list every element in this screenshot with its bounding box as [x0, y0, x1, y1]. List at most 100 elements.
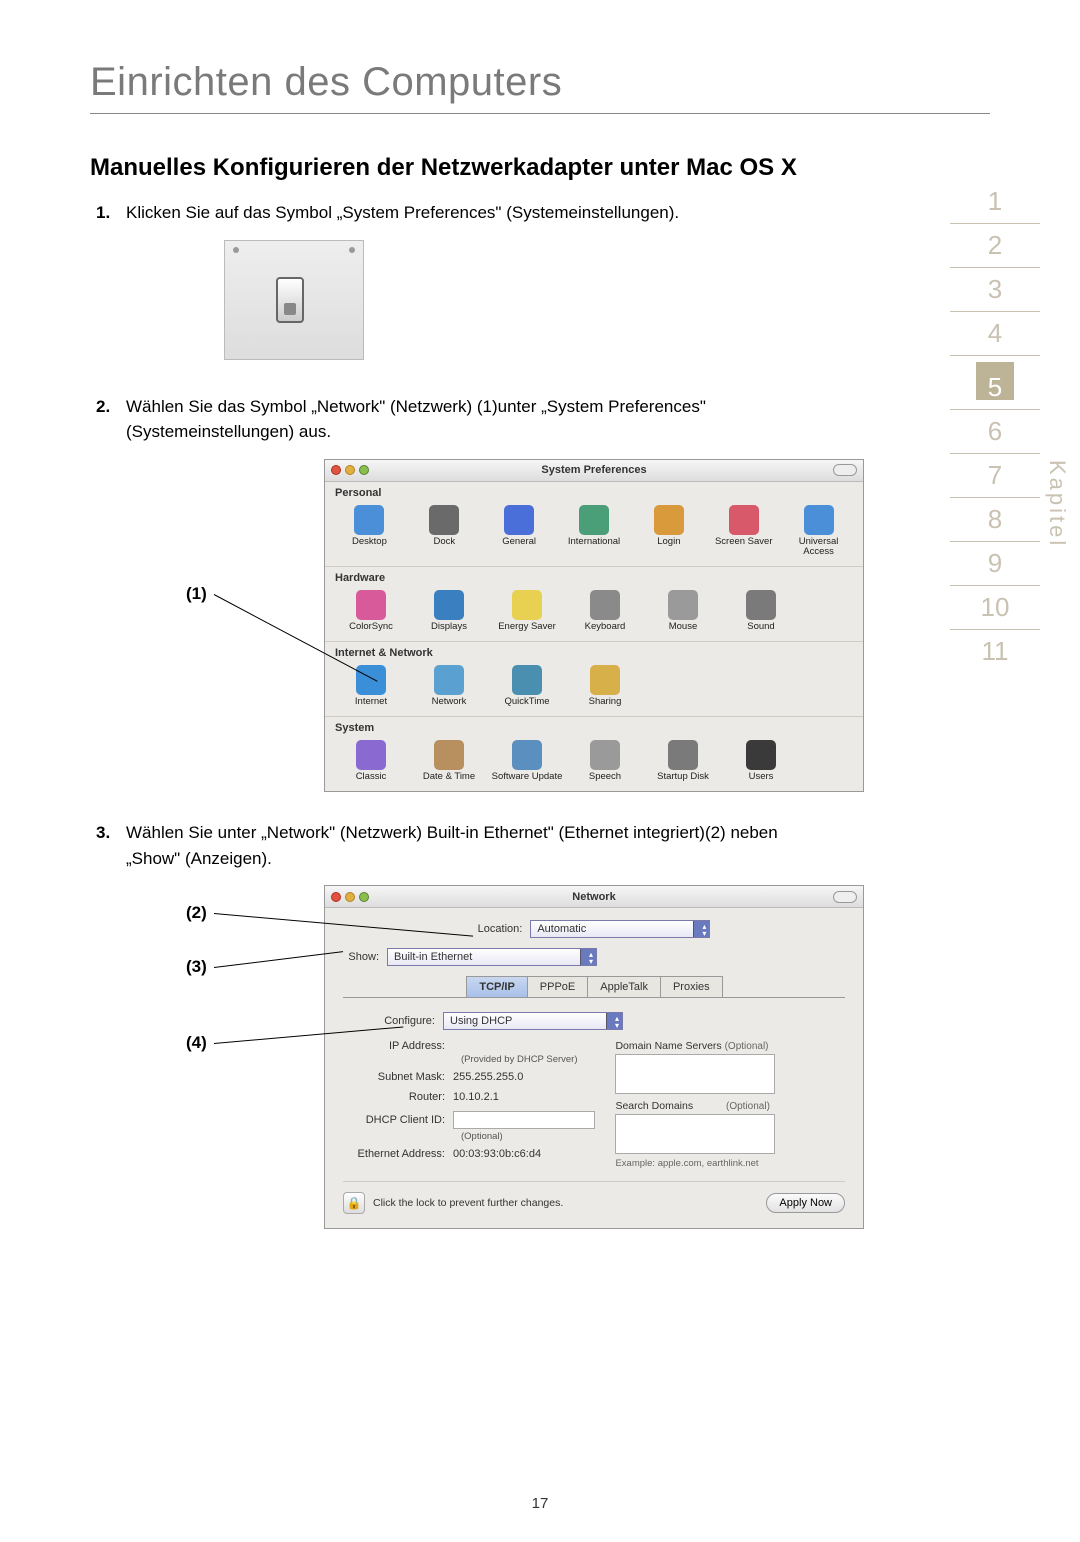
sysprefs-titlebar: System Preferences — [325, 460, 863, 482]
sp-item-icon — [504, 505, 534, 535]
sp-item-label: Keyboard — [569, 622, 641, 633]
lock-text: Click the lock to prevent further change… — [373, 1197, 563, 1209]
callout-4: (4) — [182, 1033, 211, 1053]
dhcp-client-sub: (Optional) — [461, 1131, 595, 1142]
dns-label: Domain Name Servers — [615, 1040, 721, 1052]
sp-item-icon — [579, 505, 609, 535]
sp-item-desktop[interactable]: Desktop — [335, 505, 404, 559]
sysprefs-title: System Preferences — [325, 464, 863, 476]
router-label: Router: — [343, 1091, 453, 1103]
sp-item-label: Internet — [335, 697, 407, 708]
sp-item-icon — [356, 665, 386, 695]
location-select[interactable]: Automatic ▴▾ — [530, 920, 710, 938]
chapter-10[interactable]: 10 — [950, 586, 1040, 630]
sp-item-icon — [729, 505, 759, 535]
sp-row: ColorSync Displays Energy Saver Keyboard Mou… — [325, 586, 863, 642]
sp-item-displays[interactable]: Displays — [413, 590, 485, 633]
example-text: Example: apple.com, earthlink.net — [615, 1158, 845, 1169]
sp-item-international[interactable]: International — [560, 505, 629, 559]
sp-item-startup-disk[interactable]: Startup Disk — [647, 740, 719, 783]
sp-item-label: Sharing — [569, 697, 641, 708]
sp-item-general[interactable]: General — [485, 505, 554, 559]
chapter-1[interactable]: 1 — [950, 180, 1040, 224]
sp-item-icon — [434, 665, 464, 695]
show-select[interactable]: Built-in Ethernet ▴▾ — [387, 948, 597, 966]
show-label: Show: — [343, 951, 387, 963]
chapter-9[interactable]: 9 — [950, 542, 1040, 586]
subnet-value: 255.255.255.0 — [453, 1071, 595, 1083]
sp-item-network[interactable]: Network — [413, 665, 485, 708]
callout-2: (2) — [182, 903, 211, 923]
sp-item-icon — [429, 505, 459, 535]
chapter-8[interactable]: 8 — [950, 498, 1040, 542]
sp-item-label: Energy Saver — [491, 622, 563, 633]
sp-item-label: Speech — [569, 772, 641, 783]
sp-item-colorsync[interactable]: ColorSync — [335, 590, 407, 633]
dhcp-client-input[interactable] — [453, 1111, 595, 1129]
sp-item-label: General — [485, 537, 554, 548]
search-domains-textarea[interactable] — [615, 1114, 775, 1154]
chapter-2[interactable]: 2 — [950, 224, 1040, 268]
page-title: Einrichten des Computers — [90, 60, 990, 105]
sp-item-sharing[interactable]: Sharing — [569, 665, 641, 708]
sp-item-sound[interactable]: Sound — [725, 590, 797, 633]
sp-item-software-update[interactable]: Software Update — [491, 740, 563, 783]
callout-1: (1) — [182, 584, 211, 604]
chapter-4[interactable]: 4 — [950, 312, 1040, 356]
dns-textarea[interactable] — [615, 1054, 775, 1094]
sp-item-label: ColorSync — [335, 622, 407, 633]
tab-proxies[interactable]: Proxies — [660, 976, 723, 997]
sp-item-energy-saver[interactable]: Energy Saver — [491, 590, 563, 633]
sp-item-universal-access[interactable]: Universal Access — [784, 505, 853, 559]
configure-value: Using DHCP — [450, 1015, 512, 1027]
chapter-5[interactable]: 5 — [976, 362, 1014, 400]
sp-item-icon — [356, 590, 386, 620]
sp-item-login[interactable]: Login — [634, 505, 703, 559]
sp-item-icon — [590, 740, 620, 770]
step-2-text: Wählen Sie das Symbol „Network" (Netzwer… — [126, 394, 990, 445]
sp-item-users[interactable]: Users — [725, 740, 797, 783]
chapter-6[interactable]: 6 — [950, 410, 1040, 454]
callout-3: (3) — [182, 957, 211, 977]
sp-item-screen-saver[interactable]: Screen Saver — [709, 505, 778, 559]
sp-item-mouse[interactable]: Mouse — [647, 590, 719, 633]
sp-item-label: Displays — [413, 622, 485, 633]
sp-item-quicktime[interactable]: QuickTime — [491, 665, 563, 708]
chapter-7[interactable]: 7 — [950, 454, 1040, 498]
sp-item-date-&-time[interactable]: Date & Time — [413, 740, 485, 783]
sp-item-label: Screen Saver — [709, 537, 778, 548]
tab-pppoe[interactable]: PPPoE — [527, 976, 588, 997]
chapter-3[interactable]: 3 — [950, 268, 1040, 312]
sp-item-icon — [590, 665, 620, 695]
sp-section-label: Hardware — [325, 567, 863, 586]
sp-row: DesktopDock General InternationalLogin Scre… — [325, 501, 863, 568]
tab-tcpip[interactable]: TCP/IP — [466, 976, 527, 997]
sysprefs-window: System Preferences PersonalDesktopDockGe… — [324, 459, 864, 793]
show-value: Built-in Ethernet — [394, 951, 472, 963]
sp-item-icon — [668, 590, 698, 620]
page-number: 17 — [0, 1495, 1080, 1512]
step-3-num: 3. — [96, 820, 126, 871]
sp-item-internet[interactable]: Internet — [335, 665, 407, 708]
lock-icon[interactable]: 🔒 — [343, 1192, 365, 1214]
sp-item-icon — [512, 740, 542, 770]
apply-now-button[interactable]: Apply Now — [766, 1193, 845, 1213]
tab-appletalk[interactable]: AppleTalk — [587, 976, 661, 997]
dhcp-client-label: DHCP Client ID: — [343, 1114, 453, 1126]
sp-item-keyboard[interactable]: Keyboard — [569, 590, 641, 633]
step-1-text: Klicken Sie auf das Symbol „System Prefe… — [126, 200, 990, 226]
sp-item-label: Startup Disk — [647, 772, 719, 783]
sp-item-speech[interactable]: Speech — [569, 740, 641, 783]
sp-item-label: QuickTime — [491, 697, 563, 708]
chapter-11[interactable]: 11 — [950, 630, 1040, 673]
sp-item-label: Classic — [335, 772, 407, 783]
sp-item-icon — [354, 505, 384, 535]
sp-item-label: Universal Access — [784, 537, 853, 559]
ip-address-label: IP Address: — [343, 1040, 453, 1052]
sp-row: Internet Network QuickTime Sharing — [325, 661, 863, 717]
configure-select[interactable]: Using DHCP ▴▾ — [443, 1012, 623, 1030]
sp-item-classic[interactable]: Classic — [335, 740, 407, 783]
location-value: Automatic — [537, 923, 586, 935]
sysprefs-launcher-icon — [224, 240, 364, 360]
sp-item-dock[interactable]: Dock — [410, 505, 479, 559]
